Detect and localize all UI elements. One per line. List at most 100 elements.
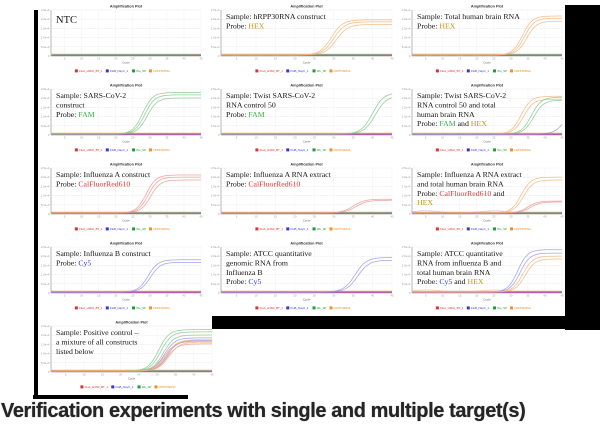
x-axis-ticks: 5 10 15 20 25 30 35 40 45 Cycle xyxy=(425,215,564,223)
svg-text:FluA_H3N2_BT_1: FluA_H3N2_BT_1 xyxy=(79,69,103,73)
svg-text:2.5e+4: 2.5e+4 xyxy=(41,8,50,12)
svg-text:FluB_NayC_1: FluB_NayC_1 xyxy=(290,227,308,231)
svg-text:10: 10 xyxy=(82,373,86,377)
curves xyxy=(51,329,212,372)
svg-text:2.0e+4: 2.0e+4 xyxy=(211,17,220,21)
legend: FluA_H3N2_BT_1 FluB_NayC_1 Wu_SP hRPP30RNA xyxy=(74,306,170,310)
amplification-plot-2: Amplification Plot 2.5e+4 2.0e+4 1.5e+4 1.0e… xyxy=(208,2,395,79)
svg-text:15: 15 xyxy=(274,136,278,140)
svg-text:45: 45 xyxy=(560,57,564,61)
svg-text:Probe: FAM: Probe: FAM xyxy=(226,110,265,119)
axes xyxy=(50,89,201,136)
chart-title: Amplification Plot xyxy=(471,5,504,9)
amplification-plot-8: Amplification Plot 2.5e+4 2.0e+4 1.5e+4 1.0e… xyxy=(208,160,395,237)
svg-text:5: 5 xyxy=(64,57,66,61)
legend: FluA_H3N2_BT_1 FluB_NayC_1 Wu_SP hRPP30RNA xyxy=(435,306,531,310)
svg-text:Sample: Influenza A RNA extrac: Sample: Influenza A RNA extract xyxy=(226,170,332,179)
annotation: NTC xyxy=(56,15,77,26)
svg-text:FluB_NayC_1: FluB_NayC_1 xyxy=(290,306,308,310)
amplification-plot-6: Amplification Plot 2.5e+4 2.0e+4 1.5e+4 1.0e… xyxy=(399,81,565,158)
svg-text:2.0e+4: 2.0e+4 xyxy=(41,175,50,179)
svg-text:15: 15 xyxy=(458,294,462,298)
svg-text:Probe: Cy5: Probe: Cy5 xyxy=(226,277,261,286)
svg-text:25: 25 xyxy=(313,57,317,61)
svg-text:Cycle: Cycle xyxy=(122,140,130,144)
svg-text:FluA_H3N2_BT_1: FluA_H3N2_BT_1 xyxy=(440,69,464,73)
svg-text:30: 30 xyxy=(509,57,513,61)
curves xyxy=(51,259,201,293)
legend: FluA_H3N2_BT_1 FluB_NayC_1 Wu_SP hRPP30RNA xyxy=(255,227,351,231)
y-axis-ticks: 2.5e+4 2.0e+4 1.5e+4 1.0e+4 5.0e+3 0 xyxy=(211,87,220,137)
svg-text:25: 25 xyxy=(137,373,141,377)
svg-text:2.5e+4: 2.5e+4 xyxy=(211,166,220,170)
svg-text:Cycle: Cycle xyxy=(122,219,130,223)
curve-calfluorred610 xyxy=(412,201,562,214)
svg-text:5: 5 xyxy=(236,136,238,140)
svg-text:Wu_SP: Wu_SP xyxy=(136,69,146,73)
svg-text:20: 20 xyxy=(475,136,479,140)
svg-text:Amplification Plot: Amplification Plot xyxy=(110,163,143,167)
svg-text:15: 15 xyxy=(97,215,101,219)
svg-text:Sample: Positive control –: Sample: Positive control – xyxy=(56,328,139,337)
svg-text:Wu_SP: Wu_SP xyxy=(317,69,327,73)
amplification-plot-13: Amplification Plot 2.5e+4 2.0e+4 1.5e+4 1.0e… xyxy=(38,318,215,395)
svg-text:Wu_SP: Wu_SP xyxy=(497,306,507,310)
svg-text:40: 40 xyxy=(543,215,547,219)
svg-text:Wu_SP: Wu_SP xyxy=(142,385,152,389)
svg-text:20: 20 xyxy=(119,373,123,377)
svg-text:20: 20 xyxy=(293,294,297,298)
svg-text:1.5e+4: 1.5e+4 xyxy=(41,105,50,109)
amplification-plot-9: Amplification Plot 2.5e+4 2.0e+4 1.5e+4 1.0e… xyxy=(399,160,565,237)
svg-text:2.0e+4: 2.0e+4 xyxy=(41,333,50,337)
svg-text:10: 10 xyxy=(80,57,84,61)
svg-text:20: 20 xyxy=(293,136,297,140)
svg-text:hRPP30RNA: hRPP30RNA xyxy=(334,148,351,152)
amplification-plot-10: Amplification Plot 2.5e+4 2.0e+4 1.5e+4 1.0e… xyxy=(38,239,204,316)
svg-text:1.5e+4: 1.5e+4 xyxy=(41,342,50,346)
svg-text:1.0e+4: 1.0e+4 xyxy=(402,115,411,119)
svg-text:15: 15 xyxy=(458,57,462,61)
svg-text:30: 30 xyxy=(332,215,336,219)
svg-text:Probe: HEX: Probe: HEX xyxy=(226,21,265,30)
svg-text:15: 15 xyxy=(97,294,101,298)
curve-calfluorred610 xyxy=(51,174,201,214)
y-axis-ticks: 2.5e+4 2.0e+4 1.5e+4 1.0e+4 5.0e+3 0 xyxy=(41,87,50,137)
curves xyxy=(412,249,562,293)
svg-text:40: 40 xyxy=(543,294,547,298)
svg-text:Sample: SARS-CoV-2: Sample: SARS-CoV-2 xyxy=(56,91,126,100)
svg-text:Probe: FAM: Probe: FAM xyxy=(56,110,95,119)
svg-text:1.0e+4: 1.0e+4 xyxy=(41,352,50,356)
svg-text:2.0e+4: 2.0e+4 xyxy=(41,17,50,21)
curves xyxy=(221,19,392,56)
svg-text:Cycle: Cycle xyxy=(483,298,491,302)
svg-text:35: 35 xyxy=(352,215,356,219)
chart-title: Amplification Plot xyxy=(290,163,323,167)
svg-text:0: 0 xyxy=(218,54,220,58)
svg-text:1.0e+4: 1.0e+4 xyxy=(41,115,50,119)
y-axis-ticks: 2.5e+4 2.0e+4 1.5e+4 1.0e+4 5.0e+3 0 xyxy=(41,245,50,295)
svg-text:2.5e+4: 2.5e+4 xyxy=(41,166,50,170)
composite-edge-bar-left xyxy=(34,10,38,395)
svg-text:1.5e+4: 1.5e+4 xyxy=(41,184,50,188)
x-axis-ticks: 5 10 15 20 25 30 35 40 45 Cycle xyxy=(425,136,564,144)
svg-text:35: 35 xyxy=(352,294,356,298)
svg-text:Probe: HEX: Probe: HEX xyxy=(417,21,456,30)
composite-edge-band-bottom xyxy=(212,316,565,329)
legend: FluA_H3N2_BT_1 FluB_NayC_1 Wu_SP hRPP30RNA xyxy=(435,69,531,73)
x-axis-ticks: 5 10 15 20 25 30 35 40 45 Cycle xyxy=(236,57,394,65)
axes xyxy=(50,10,201,57)
svg-text:Cycle: Cycle xyxy=(303,61,311,65)
svg-text:2.0e+4: 2.0e+4 xyxy=(41,254,50,258)
svg-text:Probe: Cy5: Probe: Cy5 xyxy=(56,258,91,267)
x-axis-ticks: 5 10 15 20 25 30 35 40 45 Cycle xyxy=(425,294,564,302)
svg-text:25: 25 xyxy=(313,136,317,140)
axes xyxy=(411,168,562,215)
svg-text:2.5e+4: 2.5e+4 xyxy=(211,8,220,12)
axes xyxy=(50,326,212,373)
svg-text:0: 0 xyxy=(218,212,220,216)
curve-hex xyxy=(412,258,562,293)
svg-text:25: 25 xyxy=(313,294,317,298)
chart-title: Amplification Plot xyxy=(110,242,143,246)
svg-text:0: 0 xyxy=(48,291,50,295)
